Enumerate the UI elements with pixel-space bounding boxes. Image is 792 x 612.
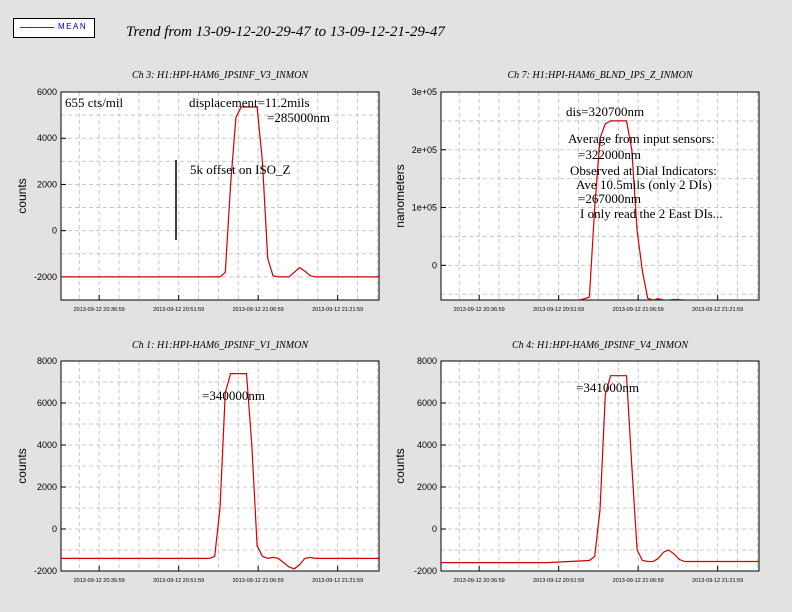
y-tick-label: -2000 xyxy=(34,272,57,282)
y-tick-label: -2000 xyxy=(34,566,57,576)
chart-annotation: Ave 10.5mils (only 2 DIs) xyxy=(576,177,712,192)
chart-panel-2: 0 1e+05 2e+05 3e+05 2013-09-12 20:36:59 2013-… xyxy=(393,70,760,313)
chart-annotation: dis=320700nm xyxy=(566,104,644,119)
chart-annotation: =285000nm xyxy=(267,110,330,125)
y-tick-label: 6000 xyxy=(417,398,437,408)
x-tick-label: 2013-09-12 20:36:59 xyxy=(74,307,125,313)
chart-panel-1: -2000 0 2000 4000 6000 2013-09-12 20:36:59 201… xyxy=(15,70,380,313)
y-tick-label: 0 xyxy=(52,226,57,236)
y-tick-label: 0 xyxy=(52,524,57,534)
chart-title: Ch 7: H1:HPI-HAM6_BLND_IPS_Z_INMON xyxy=(508,70,694,81)
x-tick-label: 2013-09-12 21:06:59 xyxy=(233,578,284,584)
y-tick-label: 0 xyxy=(432,524,437,534)
legend-label: MEAN xyxy=(58,22,88,31)
chart-annotation: =341000nm xyxy=(576,380,639,395)
plot-frame xyxy=(440,91,760,301)
y-tick-label: 4000 xyxy=(37,133,57,143)
x-tick-label: 2013-09-12 20:36:59 xyxy=(74,578,125,584)
chart-panel-4: -2000 0 2000 4000 6000 8000 2013-09-12 20:36:5… xyxy=(393,340,760,584)
y-tick-label: 3e+05 xyxy=(412,87,437,97)
chart-annotation: 655 cts/mil xyxy=(65,95,124,110)
y-tick-label: 0 xyxy=(432,260,437,270)
y-tick-label: 1e+05 xyxy=(412,203,437,213)
y-tick-label: 2000 xyxy=(37,482,57,492)
y-tick-label: 6000 xyxy=(37,87,57,97)
series-line-1 xyxy=(61,106,379,278)
x-tick-label: 2013-09-12 21:21:59 xyxy=(312,578,363,584)
x-tick-label: 2013-09-12 20:51:59 xyxy=(153,307,204,313)
series-line-1 xyxy=(61,373,379,570)
legend-line-swatch xyxy=(20,27,54,28)
y-tick-label: 2e+05 xyxy=(412,145,437,155)
y-axis-label: counts xyxy=(393,448,407,483)
x-tick-label: 2013-09-12 20:51:59 xyxy=(153,578,204,584)
x-tick-label: 2013-09-12 20:36:59 xyxy=(454,578,505,584)
chart-annotation: Observed at Dial Indicators: xyxy=(570,163,717,178)
x-tick-label: 2013-09-12 21:21:59 xyxy=(692,307,743,313)
chart-annotation: =322000nm xyxy=(578,147,641,162)
y-tick-label: 2000 xyxy=(417,482,437,492)
chart-title: Ch 1: H1:HPI-HAM6_IPSINF_V1_INMON xyxy=(132,340,309,351)
chart-annotation: Average from input sensors: xyxy=(568,131,715,146)
legend: MEAN xyxy=(13,18,95,38)
y-axis-label: counts xyxy=(15,448,29,483)
x-tick-label: 2013-09-12 20:51:59 xyxy=(533,578,584,584)
y-tick-label: 8000 xyxy=(37,356,57,366)
series-line-1 xyxy=(578,120,759,300)
plot-frame xyxy=(60,360,380,572)
chart-annotation: =340000nm xyxy=(202,388,265,403)
plot-area xyxy=(61,92,379,300)
x-tick-label: 2013-09-12 21:06:59 xyxy=(233,307,284,313)
chart-annotation: 5k offset on ISO_Z xyxy=(190,162,291,177)
series-line-1 xyxy=(441,375,759,564)
chart-annotation: displacement=11.2mils xyxy=(189,95,310,110)
chart-annotation: I only read the 2 East DIs... xyxy=(580,206,723,221)
y-tick-label: 4000 xyxy=(37,440,57,450)
chart-title: Ch 3: H1:HPI-HAM6_IPSINF_V3_INMON xyxy=(132,70,309,81)
x-tick-label: 2013-09-12 21:06:59 xyxy=(613,578,664,584)
page-title: Trend from 13-09-12-20-29-47 to 13-09-12… xyxy=(126,24,445,40)
x-tick-label: 2013-09-12 21:21:59 xyxy=(692,578,743,584)
y-tick-label: 6000 xyxy=(37,398,57,408)
chart-annotation: =267000nm xyxy=(578,191,641,206)
plot-frame xyxy=(440,360,760,572)
chart-title: Ch 4: H1:HPI-HAM6_IPSINF_V4_INMON xyxy=(512,340,689,351)
y-axis-label: nanometers xyxy=(393,164,407,227)
x-tick-label: 2013-09-12 20:36:59 xyxy=(454,307,505,313)
chart-panel-3: -2000 0 2000 4000 6000 8000 2013-09-12 20:36:5… xyxy=(15,340,380,584)
x-tick-label: 2013-09-12 20:51:59 xyxy=(533,307,584,313)
y-tick-label: 8000 xyxy=(417,356,437,366)
y-axis-label: counts xyxy=(15,178,29,213)
y-tick-label: -2000 xyxy=(414,566,437,576)
y-tick-label: 2000 xyxy=(37,179,57,189)
x-tick-label: 2013-09-12 21:06:59 xyxy=(613,307,664,313)
x-tick-label: 2013-09-12 21:21:59 xyxy=(312,307,363,313)
y-tick-label: 4000 xyxy=(417,440,437,450)
plot-frame xyxy=(60,91,380,301)
